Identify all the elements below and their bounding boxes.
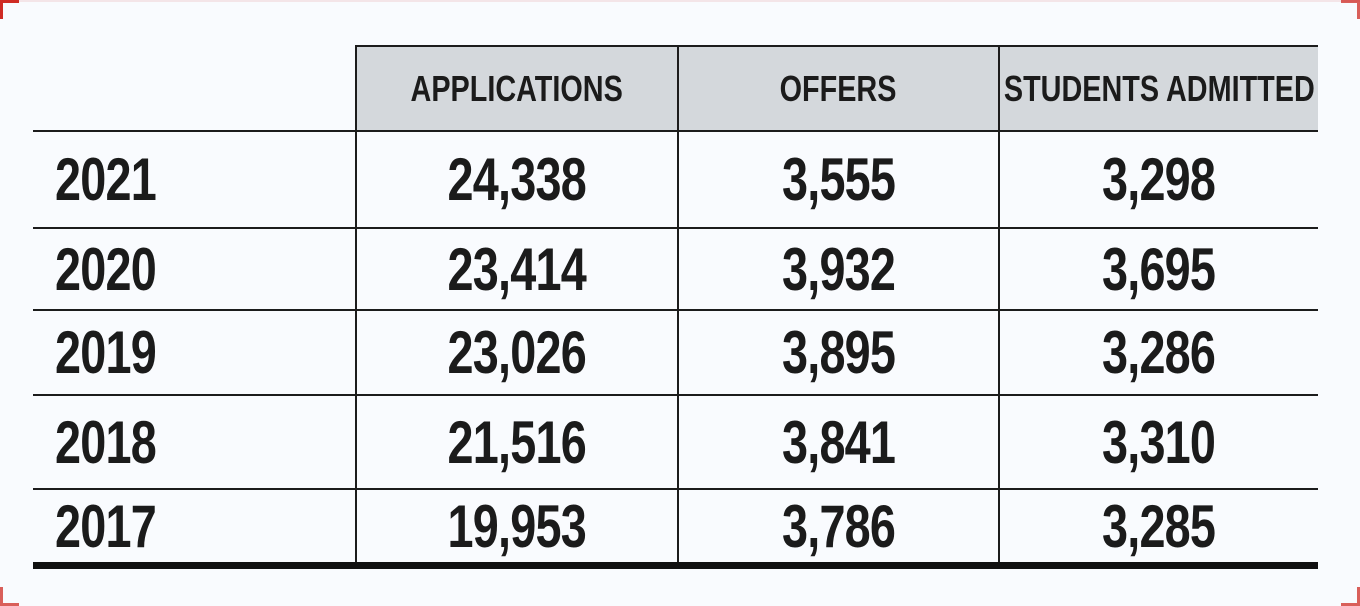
- header-cell-year-empty: [33, 45, 355, 130]
- red-corner-mark-top-left: [0, 0, 19, 19]
- applications-value: 23,026: [447, 319, 587, 386]
- cell-students-admitted: 3,695: [998, 229, 1318, 309]
- applications-value: 24,338: [447, 146, 587, 213]
- offers-value: 3,895: [781, 319, 896, 386]
- header-label-applications: APPLICATIONS: [410, 67, 624, 109]
- students-admitted-value: 3,298: [1102, 146, 1216, 213]
- cell-year: 2019: [33, 311, 355, 394]
- table-row-2021: 2021 24,338 3,555 3,298: [33, 132, 1318, 229]
- year-value: 2021: [55, 146, 157, 213]
- cell-applications: 24,338: [355, 132, 677, 227]
- table-row-2020: 2020 23,414 3,932 3,695: [33, 229, 1318, 311]
- cell-year: 2017: [33, 490, 355, 562]
- year-value: 2017: [55, 492, 157, 560]
- applications-value: 21,516: [447, 408, 587, 476]
- offers-value: 3,786: [781, 492, 896, 560]
- header-label-students-admitted: STUDENTS ADMITTED: [1003, 67, 1315, 109]
- table-row-2017: 2017 19,953 3,786 3,285: [33, 490, 1318, 569]
- students-admitted-value: 3,285: [1102, 492, 1216, 560]
- students-admitted-value: 3,310: [1102, 408, 1216, 476]
- cell-offers: 3,895: [677, 311, 998, 394]
- cell-year: 2018: [33, 396, 355, 488]
- header-cell-offers: OFFERS: [677, 45, 998, 130]
- year-value: 2020: [55, 235, 157, 303]
- students-admitted-value: 3,695: [1102, 235, 1216, 303]
- admissions-stats-table: APPLICATIONS OFFERS STUDENTS ADMITTED 20…: [33, 45, 1318, 569]
- red-corner-mark-bottom-left: [0, 587, 19, 606]
- table-header-row: APPLICATIONS OFFERS STUDENTS ADMITTED: [33, 45, 1318, 132]
- offers-value: 3,555: [781, 146, 896, 213]
- cell-students-admitted: 3,286: [998, 311, 1318, 394]
- red-frame-edge: [0, 0, 1360, 2]
- header-cell-students-admitted: STUDENTS ADMITTED: [998, 45, 1318, 130]
- cell-applications: 23,414: [355, 229, 677, 309]
- students-admitted-value: 3,286: [1102, 319, 1216, 386]
- cell-offers: 3,932: [677, 229, 998, 309]
- cell-students-admitted: 3,298: [998, 132, 1318, 227]
- offers-value: 3,841: [781, 408, 896, 476]
- cell-offers: 3,786: [677, 490, 998, 562]
- header-label-offers: OFFERS: [780, 67, 897, 109]
- table-row-2018: 2018 21,516 3,841 3,310: [33, 396, 1318, 490]
- cell-year: 2021: [33, 132, 355, 227]
- cell-applications: 21,516: [355, 396, 677, 488]
- cell-offers: 3,841: [677, 396, 998, 488]
- red-corner-mark-bottom-right: [1341, 587, 1360, 606]
- cell-year: 2020: [33, 229, 355, 309]
- applications-value: 19,953: [447, 492, 587, 560]
- year-value: 2018: [55, 408, 157, 476]
- cell-students-admitted: 3,310: [998, 396, 1318, 488]
- year-value: 2019: [55, 319, 157, 386]
- offers-value: 3,932: [781, 235, 896, 303]
- cell-offers: 3,555: [677, 132, 998, 227]
- cell-students-admitted: 3,285: [998, 490, 1318, 562]
- red-corner-mark-top-right: [1341, 0, 1360, 19]
- table-row-2019: 2019 23,026 3,895 3,286: [33, 311, 1318, 396]
- applications-value: 23,414: [447, 235, 587, 303]
- cell-applications: 23,026: [355, 311, 677, 394]
- header-cell-applications: APPLICATIONS: [355, 45, 677, 130]
- cell-applications: 19,953: [355, 490, 677, 562]
